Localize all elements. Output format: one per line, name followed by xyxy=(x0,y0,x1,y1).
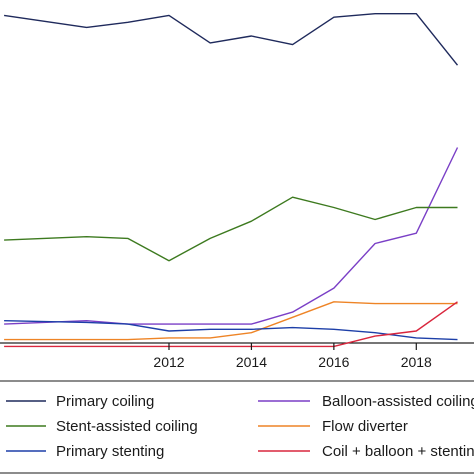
legend-label-2: Balloon-assisted coiling xyxy=(322,393,474,410)
x-tick-label-4: 2018 xyxy=(401,354,432,370)
legend-label-6: Coil + balloon + stenting xyxy=(322,443,474,460)
legend-label-4: Flow diverter xyxy=(322,418,408,435)
x-tick-label-3: 2016 xyxy=(318,354,349,370)
series-line-3 xyxy=(4,197,457,261)
x-tick-label-1: 2012 xyxy=(153,354,184,370)
legend-label-1: Primary coiling xyxy=(56,393,154,410)
series-layer xyxy=(4,14,457,347)
x-tick-label-2: 2014 xyxy=(236,354,267,370)
legend-label-5: Primary stenting xyxy=(56,443,164,460)
plot-frame xyxy=(0,0,474,343)
legend-label-3: Stent-assisted coiling xyxy=(56,418,198,435)
legend: Primary coiling Balloon-assisted coiling S… xyxy=(6,393,474,460)
series-line-1 xyxy=(4,14,457,65)
series-line-2 xyxy=(4,148,457,325)
